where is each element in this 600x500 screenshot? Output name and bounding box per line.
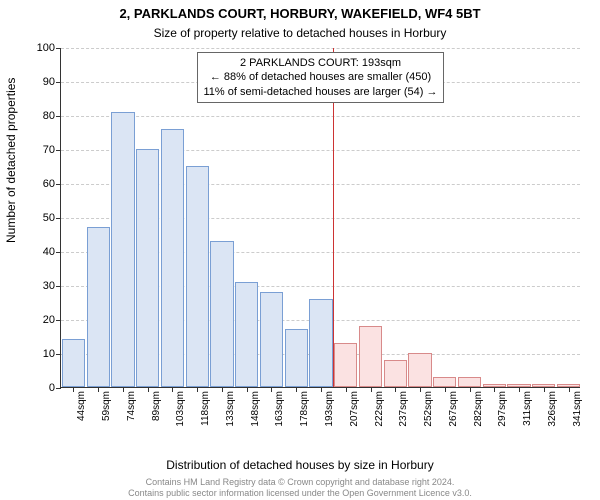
- x-tick-label: 207sqm: [349, 391, 360, 427]
- x-tick-label: 103sqm: [175, 391, 186, 427]
- x-tick: [445, 387, 446, 392]
- x-tick-label: 282sqm: [473, 391, 484, 427]
- x-tick-label: 222sqm: [374, 391, 385, 427]
- y-tick-label: 70: [43, 144, 55, 156]
- x-tick: [197, 387, 198, 392]
- x-tick-label: 74sqm: [126, 391, 137, 421]
- y-tick-label: 20: [43, 314, 55, 326]
- y-tick: [56, 354, 61, 355]
- x-tick-label: 118sqm: [200, 391, 211, 426]
- footer-line-2: Contains public sector information licen…: [128, 488, 472, 498]
- x-tick-label: 237sqm: [398, 391, 409, 427]
- x-tick-label: 44sqm: [76, 391, 87, 421]
- histogram-bar: [136, 149, 159, 387]
- y-tick-label: 0: [49, 382, 55, 394]
- chart-footer: Contains HM Land Registry data © Crown c…: [0, 477, 600, 498]
- x-tick: [395, 387, 396, 392]
- x-tick: [321, 387, 322, 392]
- y-tick-label: 30: [43, 280, 55, 292]
- x-tick-label: 311sqm: [522, 391, 533, 426]
- y-tick: [56, 286, 61, 287]
- y-tick-label: 10: [43, 348, 55, 360]
- x-tick: [98, 387, 99, 392]
- x-tick: [569, 387, 570, 392]
- histogram-bar: [309, 299, 332, 387]
- x-tick: [222, 387, 223, 392]
- x-tick: [247, 387, 248, 392]
- histogram-bar: [384, 360, 407, 387]
- y-tick-label: 90: [43, 76, 55, 88]
- y-tick: [56, 82, 61, 83]
- y-axis-label: Number of detached properties: [4, 78, 18, 243]
- x-tick-label: 193sqm: [324, 391, 335, 427]
- y-tick: [56, 48, 61, 49]
- histogram-bar: [186, 166, 209, 387]
- histogram-bar: [62, 339, 85, 387]
- y-tick: [56, 150, 61, 151]
- histogram-chart: 2, PARKLANDS COURT, HORBURY, WAKEFIELD, …: [0, 0, 600, 500]
- histogram-bar: [260, 292, 283, 387]
- x-tick: [470, 387, 471, 392]
- x-axis-label: Distribution of detached houses by size …: [0, 458, 600, 472]
- chart-title: 2, PARKLANDS COURT, HORBURY, WAKEFIELD, …: [0, 6, 600, 21]
- gridline: [61, 48, 580, 49]
- x-tick: [123, 387, 124, 392]
- x-tick-label: 267sqm: [448, 391, 459, 427]
- x-tick: [148, 387, 149, 392]
- x-tick: [296, 387, 297, 392]
- x-tick-label: 326sqm: [547, 391, 558, 427]
- x-tick-label: 252sqm: [423, 391, 434, 427]
- histogram-bar: [111, 112, 134, 387]
- gridline: [61, 116, 580, 117]
- y-tick-label: 60: [43, 178, 55, 190]
- x-tick: [271, 387, 272, 392]
- x-tick-label: 163sqm: [274, 391, 285, 427]
- x-tick: [73, 387, 74, 392]
- legend-box: 2 PARKLANDS COURT: 193sqm ← 88% of detac…: [197, 52, 445, 103]
- legend-line-2: ← 88% of detached houses are smaller (45…: [204, 70, 438, 84]
- y-tick: [56, 184, 61, 185]
- x-tick-label: 297sqm: [497, 391, 508, 427]
- histogram-bar: [161, 129, 184, 387]
- x-tick-label: 341sqm: [572, 391, 583, 427]
- x-tick: [420, 387, 421, 392]
- y-tick: [56, 388, 61, 389]
- legend-line-1: 2 PARKLANDS COURT: 193sqm: [204, 56, 438, 70]
- histogram-bar: [359, 326, 382, 387]
- y-tick-label: 100: [37, 42, 55, 54]
- plot-area: 010203040506070809010044sqm59sqm74sqm89s…: [60, 48, 580, 388]
- x-tick: [494, 387, 495, 392]
- histogram-bar: [87, 227, 110, 387]
- x-tick-label: 148sqm: [250, 391, 261, 427]
- y-tick-label: 80: [43, 110, 55, 122]
- x-tick-label: 59sqm: [101, 391, 112, 421]
- y-tick: [56, 320, 61, 321]
- footer-line-1: Contains HM Land Registry data © Crown c…: [146, 477, 455, 487]
- histogram-bar: [285, 329, 308, 387]
- x-tick: [371, 387, 372, 392]
- x-tick: [544, 387, 545, 392]
- y-tick: [56, 218, 61, 219]
- histogram-bar: [210, 241, 233, 387]
- y-tick-label: 40: [43, 246, 55, 258]
- x-tick-label: 133sqm: [225, 391, 236, 427]
- legend-line-3: 11% of semi-detached houses are larger (…: [204, 85, 438, 99]
- histogram-bar: [334, 343, 357, 387]
- histogram-bar: [408, 353, 431, 387]
- histogram-bar: [458, 377, 481, 387]
- y-tick: [56, 252, 61, 253]
- y-tick: [56, 116, 61, 117]
- x-tick: [346, 387, 347, 392]
- x-tick: [172, 387, 173, 392]
- histogram-bar: [235, 282, 258, 387]
- x-tick: [519, 387, 520, 392]
- y-tick-label: 50: [43, 212, 55, 224]
- x-tick-label: 178sqm: [299, 391, 310, 427]
- chart-subtitle: Size of property relative to detached ho…: [0, 26, 600, 40]
- histogram-bar: [433, 377, 456, 387]
- x-tick-label: 89sqm: [151, 391, 162, 421]
